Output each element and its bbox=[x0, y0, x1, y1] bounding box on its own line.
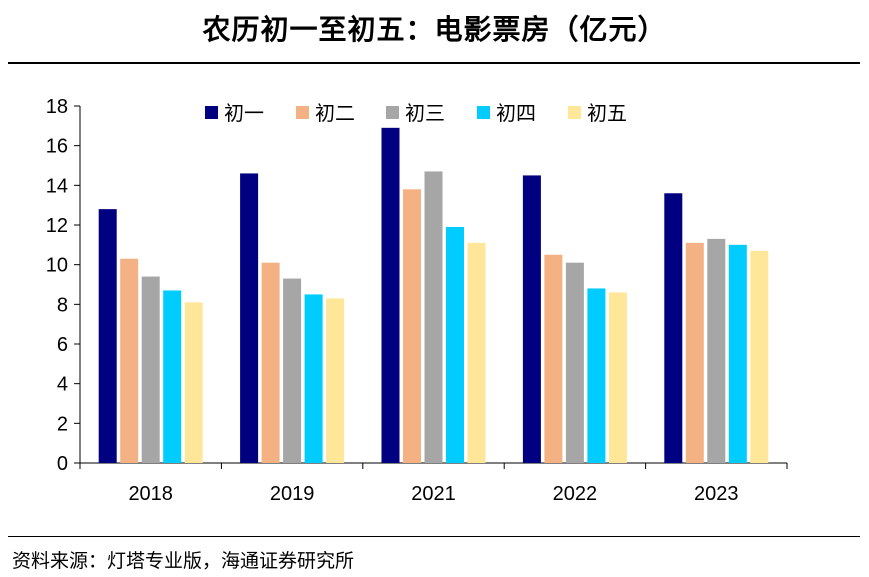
bar bbox=[141, 276, 160, 463]
y-axis: 0 2 4 6 8 10 12 14 16 18 bbox=[46, 96, 81, 475]
bar bbox=[522, 175, 541, 463]
bar-chart: 024681012141618 2018 2019 2021 2022 2023 初一初… bbox=[46, 96, 788, 505]
bar bbox=[565, 262, 584, 463]
x-tick-label: 2023 bbox=[694, 483, 739, 505]
bar bbox=[184, 302, 203, 463]
legend-swatch bbox=[386, 106, 399, 119]
source-divider bbox=[8, 536, 860, 537]
bar bbox=[381, 127, 400, 464]
x-tick-label: 2022 bbox=[553, 483, 598, 505]
y-tick-label: 4 bbox=[57, 374, 68, 396]
y-tick-label: 10 bbox=[46, 255, 68, 277]
bar bbox=[544, 254, 563, 463]
y-tick-label: 0 bbox=[57, 453, 68, 475]
bar bbox=[98, 209, 117, 463]
x-tick-label: 2019 bbox=[270, 483, 315, 505]
bar bbox=[707, 238, 726, 463]
x-tick-label: 2018 bbox=[128, 483, 173, 505]
legend-label: 初一 bbox=[224, 101, 264, 125]
legend-label: 初二 bbox=[315, 101, 355, 125]
source-note: 资料来源：灯塔专业版，海通证券研究所 bbox=[12, 550, 355, 572]
chart-title: 农历初一至初五：电影票房（亿元） bbox=[202, 13, 667, 46]
x-axis: 2018 2019 2021 2022 2023 bbox=[79, 462, 788, 505]
y-tick-label: 12 bbox=[46, 215, 68, 237]
legend-swatch bbox=[568, 106, 581, 119]
bar bbox=[163, 290, 182, 463]
bar bbox=[608, 292, 627, 463]
bar bbox=[587, 288, 606, 463]
y-tick-label: 6 bbox=[57, 334, 68, 356]
bar bbox=[283, 278, 302, 463]
legend-swatch bbox=[205, 106, 218, 119]
y-tick-label: 18 bbox=[46, 96, 68, 118]
bar bbox=[120, 258, 139, 463]
y-tick-label: 8 bbox=[57, 294, 68, 316]
bar bbox=[467, 242, 486, 463]
bar bbox=[750, 250, 769, 463]
y-tick-label: 16 bbox=[46, 136, 68, 158]
bar bbox=[446, 226, 464, 463]
bar bbox=[240, 173, 259, 463]
legend: 初一 初二 初三 初四 初五 bbox=[205, 101, 627, 125]
bar bbox=[685, 242, 704, 463]
y-tick-label: 14 bbox=[46, 175, 68, 197]
bar bbox=[304, 294, 323, 463]
bars bbox=[98, 127, 769, 464]
legend-label: 初四 bbox=[496, 101, 536, 125]
bar bbox=[326, 298, 345, 463]
x-tick-label: 2021 bbox=[411, 483, 456, 505]
bar bbox=[728, 244, 747, 463]
legend-swatch bbox=[296, 106, 309, 119]
bar bbox=[664, 193, 683, 463]
title-divider bbox=[8, 62, 860, 64]
bar bbox=[261, 262, 280, 463]
legend-swatch bbox=[477, 106, 490, 119]
legend-label: 初五 bbox=[587, 101, 627, 125]
legend-label: 初三 bbox=[405, 101, 445, 125]
bar bbox=[424, 171, 443, 463]
bar bbox=[403, 189, 421, 464]
y-tick-label: 2 bbox=[57, 413, 68, 435]
